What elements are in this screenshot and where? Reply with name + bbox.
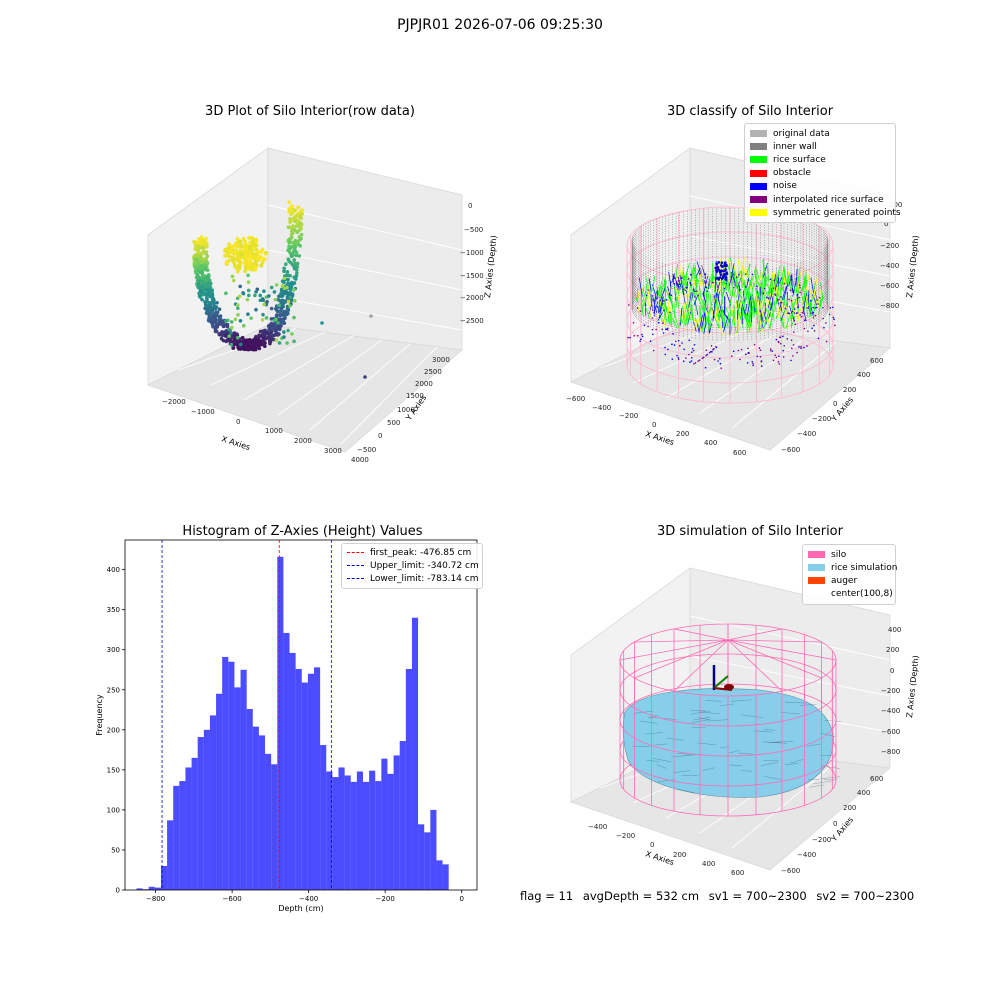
legend-label: center(100,8) <box>831 589 893 600</box>
panel-simulation-title: 3D simulation of Silo Interior <box>657 524 843 539</box>
status-footer: flag = 11 avgDepth = 532 cm sv1 = 700~23… <box>520 889 920 903</box>
legend-swatch <box>808 551 825 559</box>
legend-line <box>347 578 364 580</box>
legend-swatch <box>808 590 825 598</box>
legend-entry: obstacle <box>750 167 890 180</box>
panel-raw-data: 3D Plot of Silo Interior(row data) <box>120 95 500 470</box>
legend-label: rice simulation <box>831 562 898 573</box>
avg-depth-value: avgDepth = 532 cm <box>582 889 700 903</box>
sv2-value: sv2 = 700~2300 <box>816 889 915 903</box>
legend-label: noise <box>773 181 797 192</box>
legend-label: Lower_limit: -783.14 cm <box>370 573 479 584</box>
simulation-legend: silo rice simulation auger center(100,8) <box>802 544 897 605</box>
panel-classify-title: 3D classify of Silo Interior <box>666 104 834 119</box>
legend-entry: Upper_limit: -340.72 cm <box>347 559 479 572</box>
legend-swatch <box>750 182 767 190</box>
panel-simulation: 3D simulation of Silo Interior <box>560 515 940 885</box>
legend-swatch <box>750 196 767 204</box>
legend-entry: original data <box>750 127 890 140</box>
legend-entry: auger <box>808 574 890 587</box>
legend-entry: symmetric generated points <box>750 206 901 219</box>
legend-entry: interpolated rice surface <box>750 193 890 206</box>
classify-legend: original data inner wall rice surface ob… <box>744 123 901 224</box>
legend-line <box>347 565 364 567</box>
sv1-value: sv1 = 700~2300 <box>708 889 807 903</box>
legend-label: obstacle <box>773 168 811 179</box>
legend-label: inner wall <box>773 141 817 152</box>
legend-entry: silo <box>808 548 890 561</box>
legend-swatch <box>750 130 767 138</box>
legend-entry: Lower_limit: -783.14 cm <box>347 572 479 585</box>
histogram-title: Histogram of Z-Axies (Height) Values <box>182 524 423 539</box>
legend-label: silo <box>831 549 847 560</box>
figure-title: PJPJR01 2026-07-06 09:25:30 <box>397 17 603 33</box>
panel-histogram: Histogram of Z-Axies (Height) Values <box>95 515 495 915</box>
legend-swatch <box>750 169 767 177</box>
legend-label: symmetric generated points <box>773 207 901 218</box>
legend-swatch <box>750 156 767 164</box>
flag-value: flag = 11 <box>520 889 574 903</box>
legend-entry: noise <box>750 180 890 193</box>
legend-entry: rice simulation <box>808 561 897 574</box>
legend-label: auger <box>831 575 858 586</box>
panel-classify: 3D classify of Silo Interior <box>560 95 940 470</box>
legend-label: interpolated rice surface <box>773 194 884 205</box>
panel-raw-title: 3D Plot of Silo Interior(row data) <box>205 104 415 119</box>
legend-entry: center(100,8) <box>808 588 893 601</box>
legend-entry: first_peak: -476.85 cm <box>347 546 477 559</box>
legend-line <box>347 552 364 554</box>
legend-swatch <box>750 209 767 217</box>
histogram-legend: first_peak: -476.85 cm Upper_limit: -340… <box>341 543 483 589</box>
legend-label: original data <box>773 128 830 139</box>
legend-label: Upper_limit: -340.72 cm <box>370 560 479 571</box>
legend-entry: inner wall <box>750 140 890 153</box>
legend-swatch <box>808 577 825 585</box>
legend-entry: rice surface <box>750 153 890 166</box>
legend-swatch <box>808 564 825 572</box>
legend-label: rice surface <box>773 154 826 165</box>
legend-label: first_peak: -476.85 cm <box>370 547 472 558</box>
legend-swatch <box>750 143 767 151</box>
